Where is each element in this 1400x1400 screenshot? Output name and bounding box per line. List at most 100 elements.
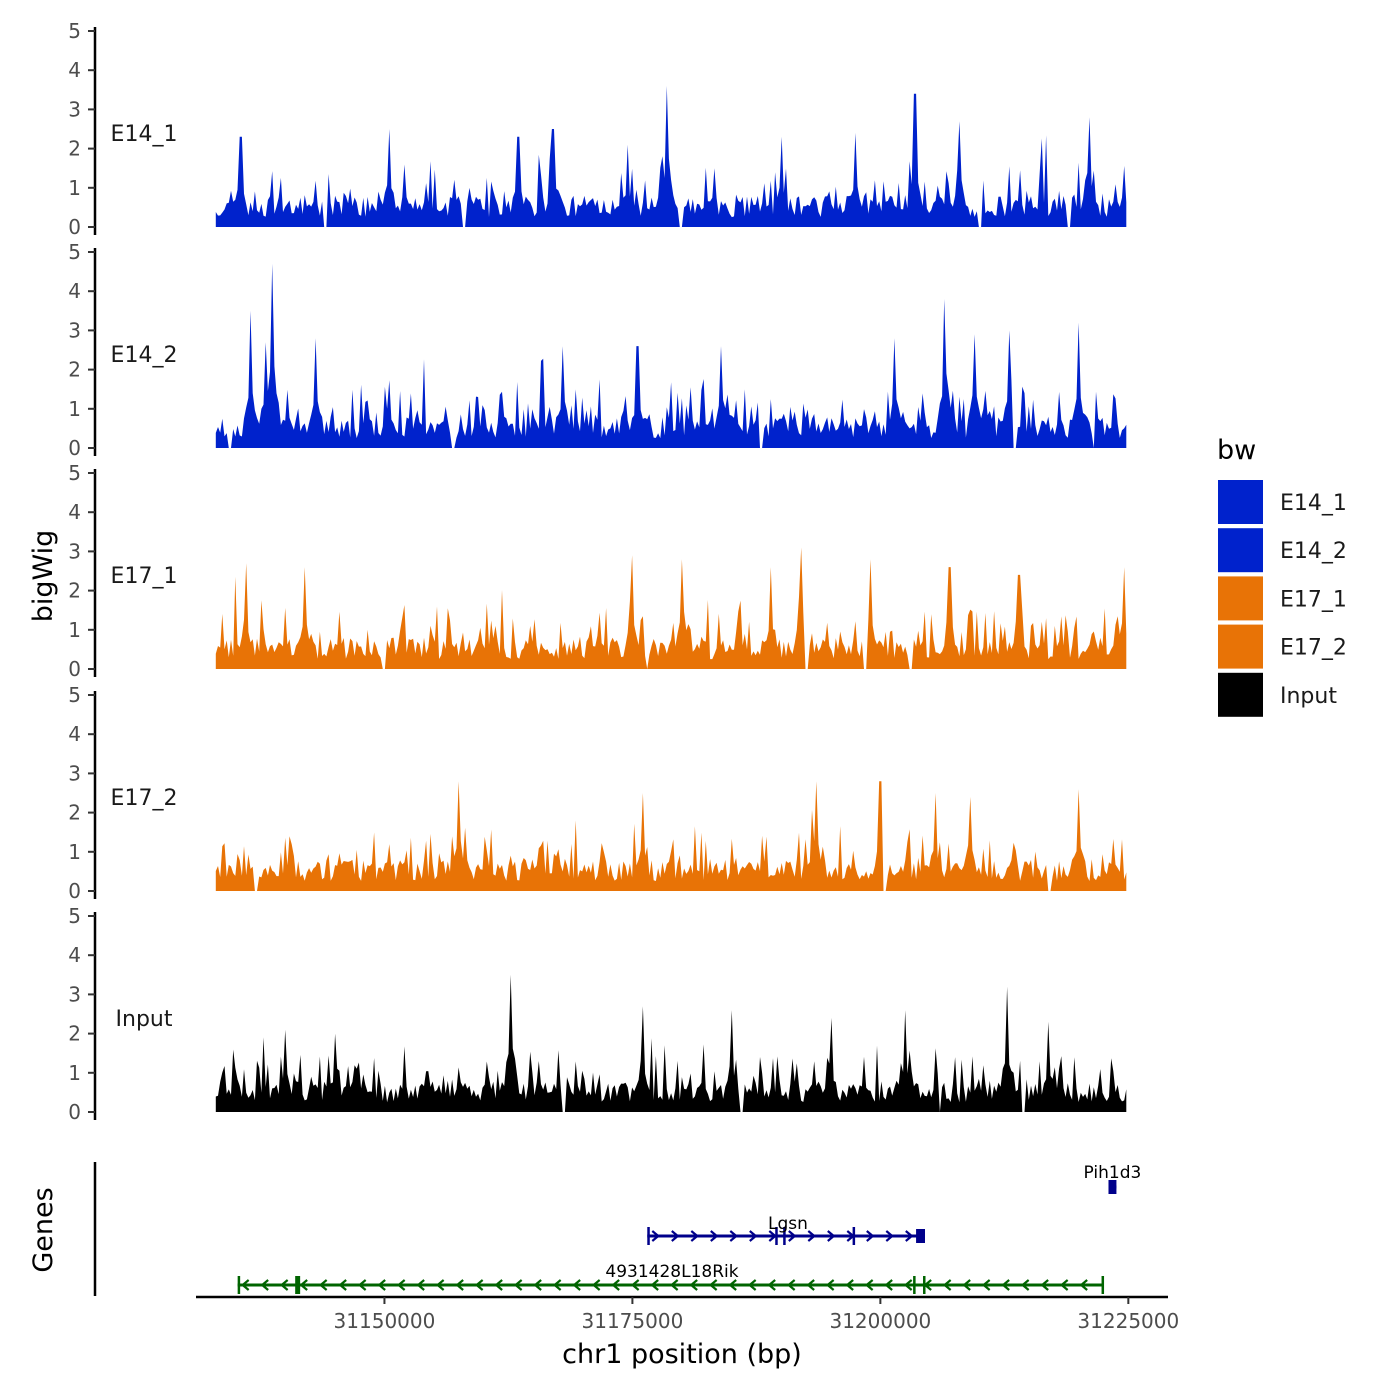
coverage-area <box>215 85 1127 228</box>
strand-arrow-mark <box>729 1230 739 1242</box>
strand-arrow-mark <box>827 1230 836 1242</box>
legend-swatch <box>1218 624 1263 669</box>
strand-arrow-mark <box>903 1279 913 1291</box>
strand-arrow-mark <box>669 1279 679 1291</box>
strand-arrow-mark <box>260 1279 269 1291</box>
coverage-area <box>215 263 1127 448</box>
y-tick-label: 2 <box>68 801 81 825</box>
coverage-area <box>215 781 1127 891</box>
strand-arrow-mark <box>671 1230 680 1242</box>
strand-arrow-mark <box>905 1230 914 1242</box>
strand-arrow-mark <box>650 1279 659 1291</box>
y-tick-label: 1 <box>68 176 81 200</box>
legend-label: E17_1 <box>1280 587 1347 612</box>
track-label: E14_1 <box>111 122 178 147</box>
strand-arrow-mark <box>962 1279 971 1291</box>
y-tick-label: 3 <box>68 539 81 563</box>
y-tick-label: 0 <box>68 436 81 460</box>
strand-arrow-mark <box>1059 1279 1069 1291</box>
strand-arrow-mark <box>611 1279 620 1291</box>
exon-block <box>775 1227 778 1245</box>
strand-arrow-mark <box>377 1279 386 1291</box>
exon-block <box>1108 1180 1117 1194</box>
y-tick-label: 5 <box>68 240 81 264</box>
strand-arrow-mark <box>747 1279 757 1291</box>
gene-pih1d3: Pih1d3 <box>1084 1163 1142 1194</box>
y-tick-label: 1 <box>68 618 81 642</box>
exon-block <box>237 1276 241 1294</box>
coverage-area <box>215 547 1127 669</box>
strand-arrow-mark <box>494 1279 503 1291</box>
strand-arrow-mark <box>710 1230 719 1242</box>
track-label: E17_1 <box>111 564 178 589</box>
strand-arrow-mark <box>864 1279 874 1291</box>
track-label: Input <box>116 1007 173 1032</box>
strand-arrow-mark <box>1020 1279 1030 1291</box>
gene-4931428l18rik: 4931428L18Rik <box>237 1262 1105 1294</box>
strand-arrow-mark <box>884 1279 893 1291</box>
strand-arrow-mark <box>357 1279 367 1291</box>
y-tick-label: 3 <box>68 318 81 342</box>
exon-block <box>783 1227 786 1245</box>
exon-block <box>852 1227 856 1245</box>
y-tick-label: 4 <box>68 279 81 303</box>
y-tick-label: 4 <box>68 722 81 746</box>
strand-arrow-mark <box>416 1279 425 1291</box>
track-e17-2: 0 1 2 3 4 5 E17_2 <box>68 683 1127 903</box>
strand-arrow-mark <box>630 1279 640 1291</box>
strand-arrow-mark <box>651 1230 661 1242</box>
exon-block <box>913 1276 916 1294</box>
strand-arrow-mark <box>435 1279 445 1291</box>
strand-arrow-mark <box>749 1230 758 1242</box>
strand-arrow-mark <box>279 1279 289 1291</box>
y-tick-label: 4 <box>68 58 81 82</box>
x-tick-label: 31150000 <box>334 1309 436 1333</box>
strand-arrow-mark <box>689 1279 698 1291</box>
legend-swatch <box>1218 576 1263 621</box>
legend-swatch <box>1218 672 1263 717</box>
gene-label: Pih1d3 <box>1084 1163 1142 1183</box>
exon-block <box>1101 1276 1105 1294</box>
strand-arrow-mark <box>788 1230 797 1242</box>
y-tick-label: 0 <box>68 1100 81 1124</box>
track-e14-2: 0 1 2 3 4 5 E14_2 <box>68 240 1127 460</box>
x-tick-label: 31200000 <box>829 1309 931 1333</box>
y-tick-label: 0 <box>68 879 81 903</box>
strand-arrow-mark <box>591 1279 601 1291</box>
x-tick-label: 31175000 <box>582 1309 684 1333</box>
strand-arrow-mark <box>807 1230 817 1242</box>
legend-label: E14_1 <box>1280 491 1347 516</box>
strand-arrow-mark <box>474 1279 484 1291</box>
track-e17-1: 0 1 2 3 4 5 E17_1 <box>68 461 1127 681</box>
strand-arrow-mark <box>728 1279 737 1291</box>
y-tick-label: 2 <box>68 579 81 603</box>
legend-swatch <box>1218 528 1263 573</box>
strand-arrow-mark <box>1001 1279 1010 1291</box>
y-tick-label: 3 <box>68 97 81 121</box>
track-label: E17_2 <box>111 786 178 811</box>
strand-arrow-mark <box>885 1230 895 1242</box>
y-tick-label: 1 <box>68 397 81 421</box>
x-axis: 31150000 31175000 31200000 31225000 <box>196 1295 1179 1333</box>
exon-block <box>295 1276 301 1294</box>
track-label: E14_2 <box>111 343 178 368</box>
legend-label: E14_2 <box>1280 539 1347 564</box>
exon-block <box>916 1229 925 1243</box>
genes-axis-title: Genes <box>28 1187 59 1272</box>
gene-track: Pih1d3 Lgsn 4931428L18Rik <box>93 1162 1142 1296</box>
y-tick-label: 5 <box>68 461 81 485</box>
y-axis-title: bigWig <box>28 530 59 623</box>
gene-lgsn: Lgsn <box>647 1214 925 1245</box>
gene-label: Lgsn <box>768 1214 808 1234</box>
strand-arrow-mark <box>455 1279 464 1291</box>
strand-arrow-mark <box>552 1279 562 1291</box>
coverage-area <box>215 974 1127 1112</box>
y-tick-label: 3 <box>68 761 81 785</box>
y-tick-label: 1 <box>68 840 81 864</box>
strand-arrow-mark <box>845 1279 854 1291</box>
strand-arrow-mark <box>708 1279 718 1291</box>
strand-arrow-mark <box>240 1279 250 1291</box>
strand-arrow-mark <box>690 1230 700 1242</box>
strand-arrow-mark <box>533 1279 542 1291</box>
